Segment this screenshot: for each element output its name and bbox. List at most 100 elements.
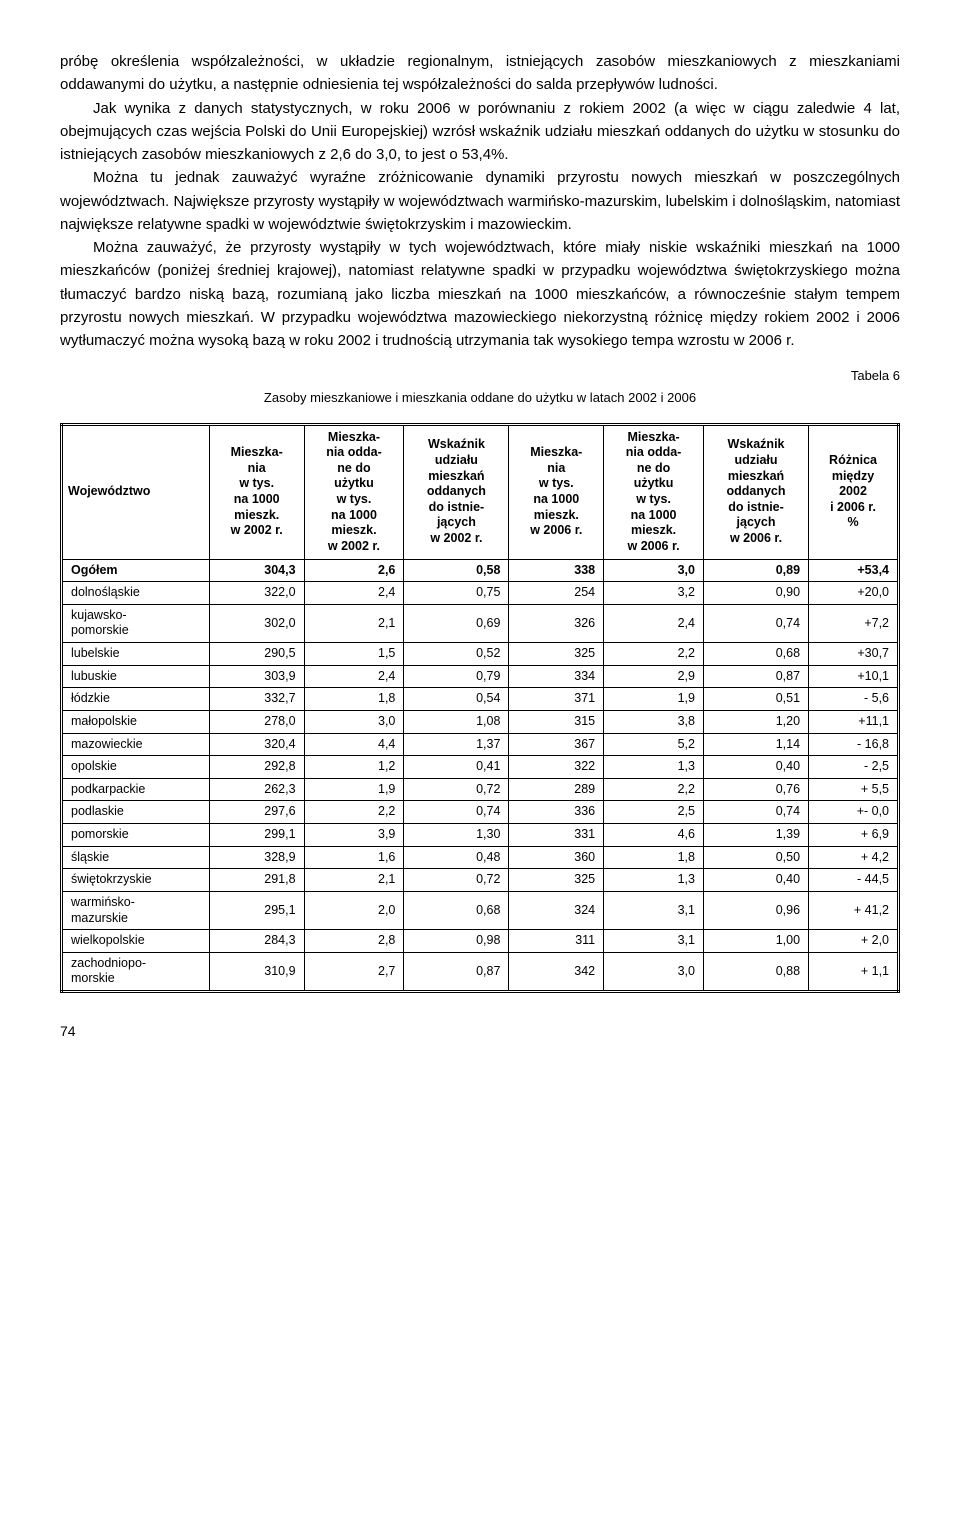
table-cell: 0,90 (703, 582, 808, 605)
table-cell: - 2,5 (809, 756, 899, 779)
table-cell: 278,0 (209, 710, 304, 733)
table-cell: 325 (509, 869, 604, 892)
table-cell: 1,5 (304, 643, 404, 666)
table-row: Ogółem304,32,60,583383,00,89+53,4 (62, 559, 899, 582)
row-label: Ogółem (62, 559, 210, 582)
table-cell: +30,7 (809, 643, 899, 666)
table-cell: 2,2 (604, 643, 704, 666)
row-label: mazowieckie (62, 733, 210, 756)
table-cell: 2,9 (604, 665, 704, 688)
row-label: wielkopolskie (62, 930, 210, 953)
table-column-header: Mieszka-nia odda-ne doużytkuw tys.na 100… (304, 424, 404, 559)
table-column-header: Mieszka-nia odda-ne doużytkuw tys.na 100… (604, 424, 704, 559)
table-cell: +20,0 (809, 582, 899, 605)
table-cell: 1,9 (604, 688, 704, 711)
table-cell: 1,08 (404, 710, 509, 733)
table-cell: 0,79 (404, 665, 509, 688)
table-cell: 292,8 (209, 756, 304, 779)
table-cell: 3,0 (604, 952, 704, 991)
table-cell: + 5,5 (809, 778, 899, 801)
table-cell: 3,9 (304, 824, 404, 847)
table-cell: 0,87 (404, 952, 509, 991)
table-cell: 303,9 (209, 665, 304, 688)
table-cell: 0,69 (404, 604, 509, 642)
table-row: śląskie328,91,60,483601,80,50+ 4,2 (62, 846, 899, 869)
table-cell: 5,2 (604, 733, 704, 756)
table-column-header: Wskaźnikudziałumieszkańoddanychdo istnie… (404, 424, 509, 559)
table-column-header: Różnicamiędzy2002i 2006 r.% (809, 424, 899, 559)
table-cell: 284,3 (209, 930, 304, 953)
table-cell: 0,68 (703, 643, 808, 666)
table-cell: 0,72 (404, 778, 509, 801)
row-label: dolnośląskie (62, 582, 210, 605)
table-row: mazowieckie320,44,41,373675,21,14- 16,8 (62, 733, 899, 756)
table-cell: 326 (509, 604, 604, 642)
table-column-header: Mieszka-niaw tys.na 1000mieszk.w 2002 r. (209, 424, 304, 559)
table-cell: +7,2 (809, 604, 899, 642)
table-cell: 371 (509, 688, 604, 711)
table-cell: 1,2 (304, 756, 404, 779)
table-cell: 0,98 (404, 930, 509, 953)
table-cell: +10,1 (809, 665, 899, 688)
table-cell: 0,58 (404, 559, 509, 582)
table-cell: 342 (509, 952, 604, 991)
table-cell: 367 (509, 733, 604, 756)
table-cell: 315 (509, 710, 604, 733)
table-cell: 290,5 (209, 643, 304, 666)
table-cell: 360 (509, 846, 604, 869)
row-label: łódzkie (62, 688, 210, 711)
table-cell: 0,88 (703, 952, 808, 991)
table-cell: - 16,8 (809, 733, 899, 756)
table-cell: 0,40 (703, 869, 808, 892)
table-cell: 1,14 (703, 733, 808, 756)
paragraph-2: Jak wynika z danych statystycznych, w ro… (60, 97, 900, 167)
table-cell: 328,9 (209, 846, 304, 869)
row-label: lubelskie (62, 643, 210, 666)
table-label: Tabela 6 (60, 366, 900, 386)
table-cell: 304,3 (209, 559, 304, 582)
table-cell: 332,7 (209, 688, 304, 711)
table-cell: 0,72 (404, 869, 509, 892)
table-cell: - 44,5 (809, 869, 899, 892)
table-column-header: Wskaźnikudziałumieszkańoddanychdo istnie… (703, 424, 808, 559)
paragraph-4: Można zauważyć, że przyrosty wystąpiły w… (60, 236, 900, 352)
table-cell: + 6,9 (809, 824, 899, 847)
row-label: śląskie (62, 846, 210, 869)
table-cell: 0,76 (703, 778, 808, 801)
row-label: podlaskie (62, 801, 210, 824)
table-cell: 334 (509, 665, 604, 688)
table-cell: 2,1 (304, 869, 404, 892)
table-cell: 2,6 (304, 559, 404, 582)
table-cell: 3,8 (604, 710, 704, 733)
table-cell: 1,3 (604, 756, 704, 779)
table-cell: 324 (509, 891, 604, 929)
table-row: podlaskie297,62,20,743362,50,74+- 0,0 (62, 801, 899, 824)
row-label: zachodniopo-morskie (62, 952, 210, 991)
table-column-header: Mieszka-niaw tys.na 1000mieszk.w 2006 r. (509, 424, 604, 559)
row-label: opolskie (62, 756, 210, 779)
table-cell: 289 (509, 778, 604, 801)
table-cell: 0,74 (404, 801, 509, 824)
table-cell: 0,89 (703, 559, 808, 582)
table-cell: 1,8 (304, 688, 404, 711)
table-cell: 0,41 (404, 756, 509, 779)
table-cell: 338 (509, 559, 604, 582)
table-row: warmińsko-mazurskie295,12,00,683243,10,9… (62, 891, 899, 929)
row-label: małopolskie (62, 710, 210, 733)
table-cell: 4,4 (304, 733, 404, 756)
table-cell: 0,54 (404, 688, 509, 711)
table-cell: 3,1 (604, 891, 704, 929)
table-cell: 0,75 (404, 582, 509, 605)
row-label: podkarpackie (62, 778, 210, 801)
table-cell: 2,0 (304, 891, 404, 929)
table-column-header: Województwo (62, 424, 210, 559)
table-cell: +11,1 (809, 710, 899, 733)
table-cell: 320,4 (209, 733, 304, 756)
table-cell: 0,74 (703, 801, 808, 824)
table-cell: 0,48 (404, 846, 509, 869)
table-cell: 0,52 (404, 643, 509, 666)
table-cell: +- 0,0 (809, 801, 899, 824)
table-cell: 336 (509, 801, 604, 824)
table-cell: 322 (509, 756, 604, 779)
table-cell: +53,4 (809, 559, 899, 582)
